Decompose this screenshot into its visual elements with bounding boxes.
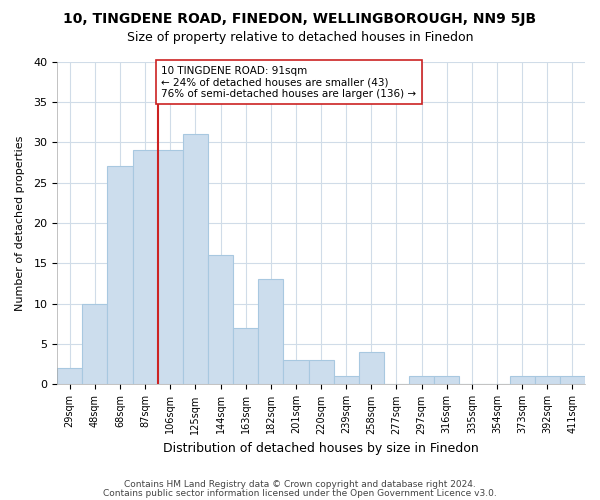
- Bar: [434, 376, 460, 384]
- Text: Contains HM Land Registry data © Crown copyright and database right 2024.: Contains HM Land Registry data © Crown c…: [124, 480, 476, 489]
- Bar: [158, 150, 183, 384]
- Bar: [258, 280, 283, 384]
- Y-axis label: Number of detached properties: Number of detached properties: [15, 136, 25, 310]
- Bar: [560, 376, 585, 384]
- Bar: [409, 376, 434, 384]
- Text: 10 TINGDENE ROAD: 91sqm
← 24% of detached houses are smaller (43)
76% of semi-de: 10 TINGDENE ROAD: 91sqm ← 24% of detache…: [161, 66, 416, 98]
- X-axis label: Distribution of detached houses by size in Finedon: Distribution of detached houses by size …: [163, 442, 479, 455]
- Bar: [133, 150, 158, 384]
- Bar: [233, 328, 258, 384]
- Bar: [107, 166, 133, 384]
- Bar: [359, 352, 384, 384]
- Bar: [334, 376, 359, 384]
- Bar: [183, 134, 208, 384]
- Text: Contains public sector information licensed under the Open Government Licence v3: Contains public sector information licen…: [103, 488, 497, 498]
- Bar: [283, 360, 308, 384]
- Bar: [57, 368, 82, 384]
- Bar: [208, 256, 233, 384]
- Bar: [535, 376, 560, 384]
- Bar: [308, 360, 334, 384]
- Bar: [82, 304, 107, 384]
- Text: Size of property relative to detached houses in Finedon: Size of property relative to detached ho…: [127, 31, 473, 44]
- Text: 10, TINGDENE ROAD, FINEDON, WELLINGBOROUGH, NN9 5JB: 10, TINGDENE ROAD, FINEDON, WELLINGBOROU…: [64, 12, 536, 26]
- Bar: [509, 376, 535, 384]
